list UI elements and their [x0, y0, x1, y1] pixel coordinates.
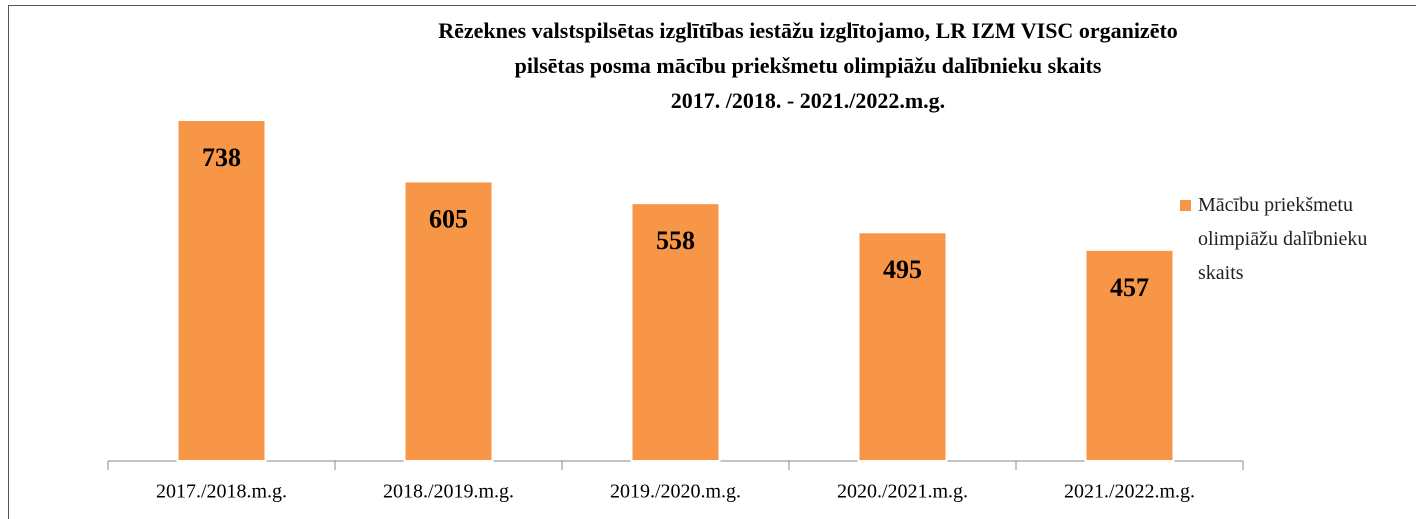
x-tick-label: 2017./2018.m.g. [156, 481, 287, 503]
chart-title: pilsētas posma mācību priekšmetu olimpiā… [515, 53, 1102, 78]
bar [403, 180, 494, 463]
bar [630, 202, 721, 462]
legend: Mācību priekšmetu olimpiāžu dalībnieku s… [1180, 188, 1408, 290]
data-label: 558 [656, 226, 695, 255]
bar [1084, 248, 1175, 462]
data-label: 457 [1110, 273, 1149, 302]
x-tick-label: 2020./2021.m.g. [837, 481, 968, 503]
bar [176, 119, 267, 462]
x-tick-label: 2018./2019.m.g. [383, 481, 514, 503]
x-tick-label: 2019./2020.m.g. [610, 481, 741, 503]
legend-swatch [1180, 200, 1191, 211]
chart-title: 2017. /2018. - 2021./2022.m.g. [671, 88, 945, 113]
legend-label: Mācību priekšmetu olimpiāžu dalībnieku s… [1198, 194, 1368, 284]
bar [857, 231, 948, 462]
data-label: 495 [883, 255, 922, 284]
data-label: 738 [202, 143, 241, 172]
chart-title: Rēzeknes valstspilsētas izglītības iestā… [438, 18, 1178, 43]
data-label: 605 [429, 204, 468, 233]
x-tick-label: 2021./2022.m.g. [1064, 481, 1195, 503]
